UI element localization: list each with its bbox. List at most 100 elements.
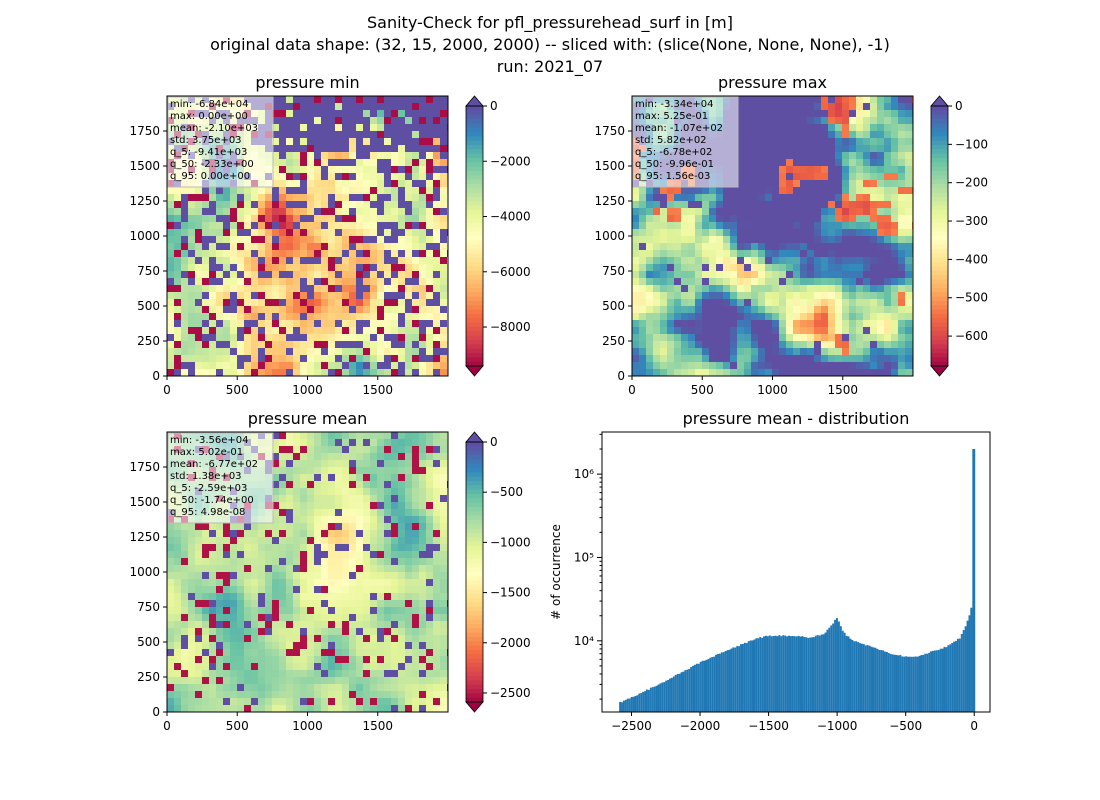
heatmap-cell bbox=[870, 348, 878, 356]
heatmap-cell bbox=[709, 355, 717, 363]
heatmap-cell bbox=[293, 621, 301, 629]
heatmap-cell bbox=[779, 166, 787, 174]
heatmap-cell bbox=[335, 579, 343, 587]
heatmap-cell bbox=[384, 201, 392, 209]
heatmap-cell bbox=[391, 103, 399, 111]
heatmap-cell bbox=[174, 537, 182, 545]
heatmap-cell bbox=[356, 628, 364, 636]
heatmap-cell bbox=[237, 551, 245, 559]
heatmap-cell bbox=[653, 264, 661, 272]
heatmap-cell bbox=[433, 369, 441, 377]
heatmap-cell bbox=[639, 264, 647, 272]
heatmap-cell bbox=[300, 628, 308, 636]
heatmap-cell bbox=[349, 481, 357, 489]
heatmap-cell bbox=[419, 103, 427, 111]
heatmap-cell bbox=[272, 530, 280, 538]
heatmap-cell bbox=[426, 656, 434, 664]
heatmap-cell bbox=[237, 600, 245, 608]
heatmap-cell bbox=[814, 152, 822, 160]
heatmap-cell bbox=[216, 586, 224, 594]
heatmap-cell bbox=[230, 558, 238, 566]
heatmap-cell bbox=[884, 229, 892, 237]
heatmap-cell bbox=[807, 96, 815, 104]
heatmap-cell bbox=[835, 264, 843, 272]
heatmap-cell bbox=[737, 264, 745, 272]
heatmap-cell bbox=[307, 124, 315, 132]
heatmap-cell bbox=[639, 313, 647, 321]
heatmap-cell bbox=[335, 96, 343, 104]
heatmap-cell bbox=[765, 187, 773, 195]
heatmap-cell bbox=[814, 96, 822, 104]
heatmap-cell bbox=[391, 677, 399, 685]
heatmap-cell bbox=[688, 348, 696, 356]
colorbar-segment bbox=[466, 331, 483, 337]
heatmap-cell bbox=[632, 215, 640, 223]
heatmap-cell bbox=[419, 362, 427, 370]
heatmap-cell bbox=[695, 250, 703, 258]
heatmap-cell bbox=[737, 292, 745, 300]
heatmap-cell bbox=[307, 222, 315, 230]
heatmap-cell bbox=[440, 621, 448, 629]
heatmap-cell bbox=[807, 306, 815, 314]
heatmap-cell bbox=[293, 215, 301, 223]
heatmap-cell bbox=[807, 166, 815, 174]
heatmap-cell bbox=[807, 313, 815, 321]
heatmap-cell bbox=[877, 208, 885, 216]
heatmap-cell bbox=[335, 530, 343, 538]
heatmap-cell bbox=[433, 257, 441, 265]
heatmap-cell bbox=[426, 201, 434, 209]
heatmap-cell bbox=[440, 656, 448, 664]
heatmap-cell bbox=[779, 229, 787, 237]
heatmap-cell bbox=[737, 362, 745, 370]
heatmap-cell bbox=[702, 320, 710, 328]
heatmap-cell bbox=[363, 229, 371, 237]
heatmap-cell bbox=[891, 257, 899, 265]
heatmap-cell bbox=[632, 369, 640, 377]
heatmap-cell bbox=[391, 614, 399, 622]
heatmap-cell bbox=[230, 656, 238, 664]
heatmap-cell bbox=[639, 229, 647, 237]
heatmap-cell bbox=[723, 222, 731, 230]
heatmap-cell bbox=[321, 103, 329, 111]
heatmap-cell bbox=[174, 243, 182, 251]
heatmap-cell bbox=[426, 257, 434, 265]
heatmap-cell bbox=[202, 586, 210, 594]
heatmap-cell bbox=[237, 369, 245, 377]
heatmap-cell bbox=[195, 355, 203, 363]
heatmap-cell bbox=[744, 173, 752, 181]
heatmap-cell bbox=[412, 670, 420, 678]
colorbar-segment bbox=[466, 188, 483, 194]
heatmap-cell bbox=[870, 320, 878, 328]
heatmap-cell bbox=[258, 684, 266, 692]
heatmap-cell bbox=[737, 320, 745, 328]
heatmap-cell bbox=[688, 341, 696, 349]
heatmap-cell bbox=[251, 264, 259, 272]
heatmap-cell bbox=[363, 481, 371, 489]
heatmap-cell bbox=[223, 551, 231, 559]
heatmap-cell bbox=[321, 565, 329, 573]
x-tick-label: 1500 bbox=[827, 383, 858, 397]
heatmap-cell bbox=[709, 327, 717, 335]
heatmap-cell bbox=[891, 124, 899, 132]
heatmap-cell bbox=[251, 677, 259, 685]
heatmap-cell bbox=[405, 481, 413, 489]
heatmap-cell bbox=[279, 264, 287, 272]
heatmap-cell bbox=[807, 131, 815, 139]
heatmap-cell bbox=[835, 201, 843, 209]
heatmap-cell bbox=[870, 362, 878, 370]
heatmap-cell bbox=[440, 236, 448, 244]
heatmap-cell bbox=[674, 362, 682, 370]
heatmap-cell bbox=[265, 586, 273, 594]
heatmap-cell bbox=[363, 201, 371, 209]
heatmap-cell bbox=[174, 593, 182, 601]
heatmap-cell bbox=[891, 96, 899, 104]
heatmap-cell bbox=[433, 432, 441, 440]
heatmap-cell bbox=[209, 222, 217, 230]
heatmap-cell bbox=[251, 663, 259, 671]
heatmap-cell bbox=[307, 432, 315, 440]
heatmap-cell bbox=[230, 635, 238, 643]
heatmap-cell bbox=[800, 306, 808, 314]
heatmap-cell bbox=[646, 362, 654, 370]
heatmap-cell bbox=[898, 250, 906, 258]
heatmap-cell bbox=[300, 306, 308, 314]
